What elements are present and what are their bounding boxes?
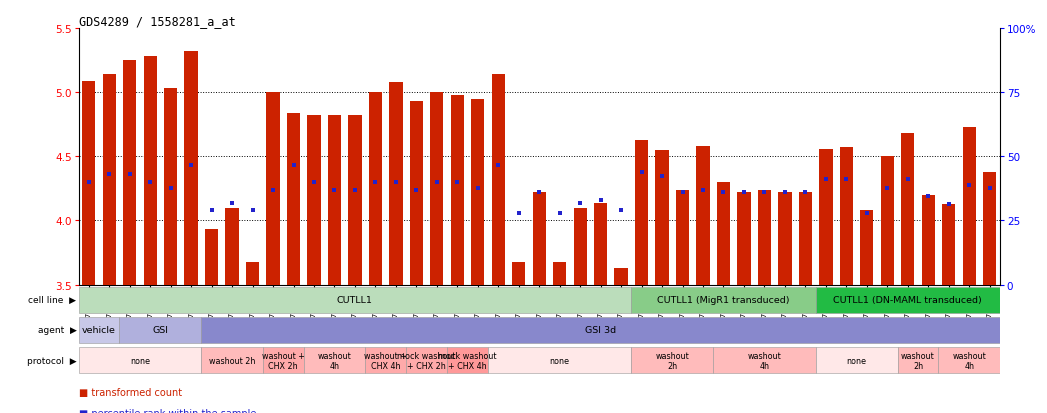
Bar: [717, 183, 730, 285]
Bar: [594, 203, 607, 285]
Bar: [349, 116, 361, 285]
Bar: [447, 347, 488, 373]
Bar: [799, 193, 812, 285]
Bar: [184, 52, 198, 285]
Bar: [696, 147, 710, 285]
Bar: [758, 190, 771, 285]
Text: washout +
CHX 4h: washout + CHX 4h: [364, 351, 407, 370]
Bar: [533, 193, 545, 285]
Bar: [574, 208, 586, 285]
Bar: [861, 211, 873, 285]
Bar: [143, 57, 157, 285]
Text: vehicle: vehicle: [82, 326, 116, 335]
Text: CUTLL1: CUTLL1: [337, 296, 373, 304]
Text: none: none: [130, 356, 150, 365]
Bar: [553, 262, 566, 285]
Bar: [450, 95, 464, 285]
Bar: [225, 208, 239, 285]
Text: washout
4h: washout 4h: [748, 351, 781, 370]
Bar: [676, 190, 689, 285]
Bar: [840, 148, 853, 285]
Bar: [816, 347, 897, 373]
Bar: [897, 347, 938, 373]
Bar: [304, 347, 365, 373]
Bar: [287, 114, 300, 285]
Bar: [819, 149, 832, 285]
Bar: [406, 347, 447, 373]
Bar: [938, 347, 1000, 373]
Bar: [119, 317, 201, 343]
Bar: [713, 347, 816, 373]
Text: mock washout
+ CHX 4h: mock washout + CHX 4h: [439, 351, 496, 370]
Bar: [983, 172, 997, 285]
Bar: [816, 287, 1000, 313]
Bar: [205, 230, 218, 285]
Text: GSI: GSI: [153, 326, 169, 335]
Bar: [921, 195, 935, 285]
Bar: [365, 347, 406, 373]
Bar: [492, 75, 505, 285]
Text: ■ percentile rank within the sample: ■ percentile rank within the sample: [79, 408, 255, 413]
Bar: [634, 140, 648, 285]
Text: none: none: [847, 356, 867, 365]
Bar: [246, 262, 260, 285]
Bar: [471, 99, 485, 285]
Bar: [79, 317, 119, 343]
Text: GSI 3d: GSI 3d: [585, 326, 617, 335]
Bar: [328, 116, 341, 285]
Bar: [369, 93, 382, 285]
Text: washout
2h: washout 2h: [655, 351, 689, 370]
Bar: [124, 61, 136, 285]
Text: none: none: [550, 356, 570, 365]
Bar: [430, 93, 444, 285]
Text: mock washout
+ CHX 2h: mock washout + CHX 2h: [398, 351, 455, 370]
Text: washout
2h: washout 2h: [901, 351, 935, 370]
Bar: [263, 347, 304, 373]
Bar: [655, 150, 669, 285]
Text: washout
4h: washout 4h: [317, 351, 352, 370]
Text: CUTLL1 (MigR1 transduced): CUTLL1 (MigR1 transduced): [658, 296, 789, 304]
Text: washout +
CHX 2h: washout + CHX 2h: [262, 351, 305, 370]
Bar: [201, 347, 263, 373]
Bar: [942, 204, 955, 285]
Text: agent  ▶: agent ▶: [38, 326, 76, 335]
Bar: [164, 89, 177, 285]
Bar: [631, 347, 713, 373]
Text: CUTLL1 (DN-MAML transduced): CUTLL1 (DN-MAML transduced): [833, 296, 982, 304]
Text: protocol  ▶: protocol ▶: [27, 356, 76, 365]
Text: washout 2h: washout 2h: [209, 356, 255, 365]
Bar: [79, 347, 201, 373]
Bar: [266, 93, 280, 285]
Bar: [409, 102, 423, 285]
Bar: [901, 134, 914, 285]
Text: cell line  ▶: cell line ▶: [28, 296, 76, 304]
Bar: [79, 287, 631, 313]
Bar: [103, 75, 116, 285]
Bar: [615, 268, 628, 285]
Bar: [512, 262, 526, 285]
Bar: [631, 287, 816, 313]
Bar: [308, 116, 320, 285]
Bar: [201, 317, 1000, 343]
Text: GDS4289 / 1558281_a_at: GDS4289 / 1558281_a_at: [79, 15, 236, 28]
Bar: [881, 157, 894, 285]
Bar: [962, 128, 976, 285]
Bar: [488, 347, 631, 373]
Bar: [737, 193, 751, 285]
Text: ■ transformed count: ■ transformed count: [79, 387, 181, 397]
Bar: [82, 81, 95, 285]
Bar: [389, 83, 402, 285]
Bar: [778, 193, 792, 285]
Text: washout
4h: washout 4h: [953, 351, 986, 370]
